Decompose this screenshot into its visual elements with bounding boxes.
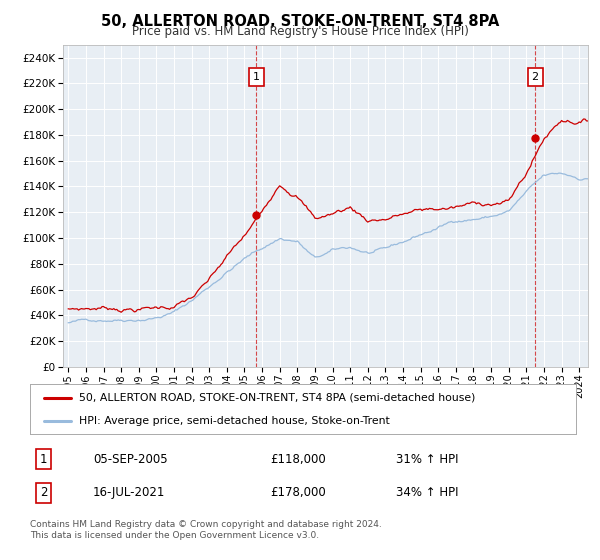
Text: Price paid vs. HM Land Registry's House Price Index (HPI): Price paid vs. HM Land Registry's House … <box>131 25 469 38</box>
Text: 05-SEP-2005: 05-SEP-2005 <box>93 452 167 466</box>
Text: 1: 1 <box>253 72 260 82</box>
Text: 2: 2 <box>40 486 47 500</box>
Text: 2: 2 <box>532 72 539 82</box>
Text: £118,000: £118,000 <box>270 452 326 466</box>
Text: Contains HM Land Registry data © Crown copyright and database right 2024.
This d: Contains HM Land Registry data © Crown c… <box>30 520 382 540</box>
Text: 34% ↑ HPI: 34% ↑ HPI <box>396 486 458 500</box>
Text: 50, ALLERTON ROAD, STOKE-ON-TRENT, ST4 8PA (semi-detached house): 50, ALLERTON ROAD, STOKE-ON-TRENT, ST4 8… <box>79 393 476 403</box>
Text: 31% ↑ HPI: 31% ↑ HPI <box>396 452 458 466</box>
Text: 1: 1 <box>40 452 47 466</box>
Text: £178,000: £178,000 <box>270 486 326 500</box>
Text: 16-JUL-2021: 16-JUL-2021 <box>93 486 165 500</box>
Text: 50, ALLERTON ROAD, STOKE-ON-TRENT, ST4 8PA: 50, ALLERTON ROAD, STOKE-ON-TRENT, ST4 8… <box>101 14 499 29</box>
Text: HPI: Average price, semi-detached house, Stoke-on-Trent: HPI: Average price, semi-detached house,… <box>79 417 390 426</box>
